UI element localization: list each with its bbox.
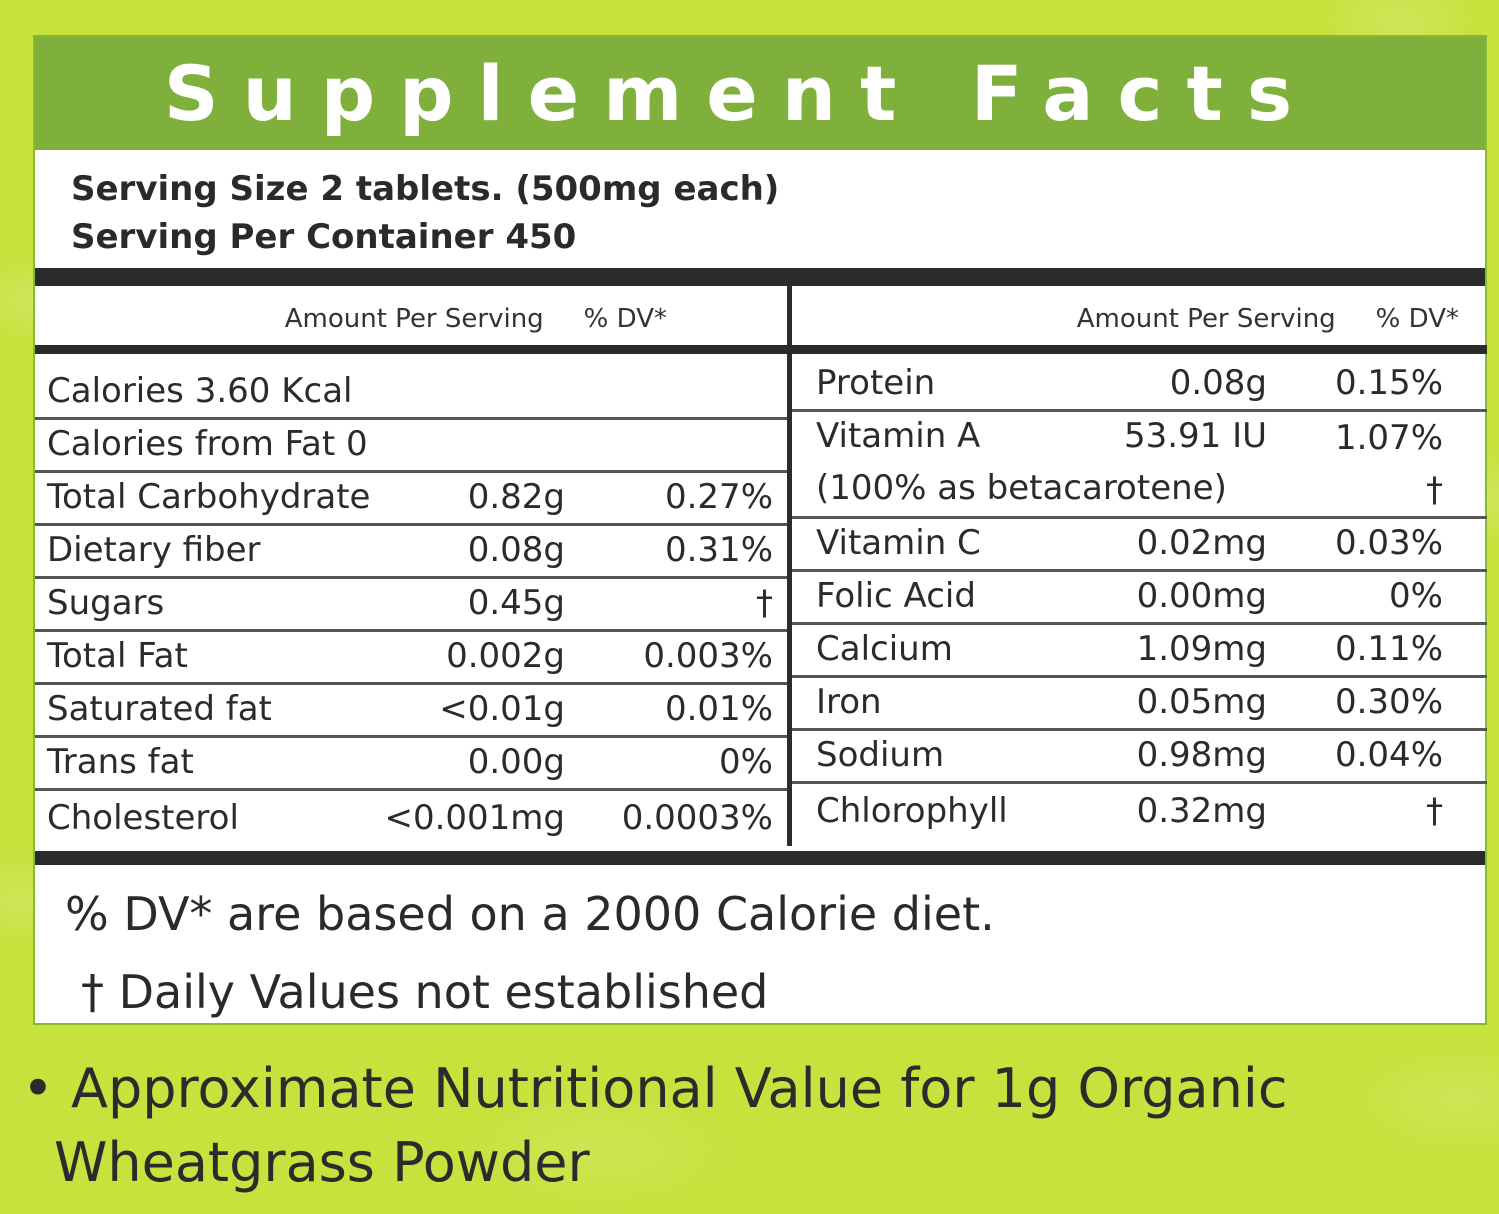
serving-info: Serving Size 2 tablets. (500mg each) Ser… xyxy=(71,165,779,261)
nutrient-dv: 0.01% xyxy=(664,689,773,729)
nutrient-amount: 0.32mg xyxy=(1136,791,1267,831)
nutrient-dv: 0.03% xyxy=(1334,523,1443,563)
nutrient-dv: 0.003% xyxy=(643,636,773,676)
dv-label: % DV* xyxy=(583,304,667,334)
nutrient-name: Calcium xyxy=(816,629,953,669)
nutrient-name: Trans fat xyxy=(47,742,194,782)
amount-per-serving-label: Amount Per Serving xyxy=(1076,304,1336,334)
nutrient-name: Total Carbohydrate xyxy=(47,477,371,517)
facts-header: Supplement Facts xyxy=(35,37,1485,150)
nutrient-amount: <0.01g xyxy=(439,689,565,729)
footnotes: % DV* are based on a 2000 Calorie diet. … xyxy=(65,875,995,1031)
nutrient-dv: 0% xyxy=(719,742,773,782)
nutrient-name: Sugars xyxy=(47,583,165,623)
nutrient-amount: 1.09mg xyxy=(1136,629,1267,669)
nutrient-name: Folic Acid xyxy=(816,576,976,616)
nutrient-name: Iron xyxy=(816,682,882,722)
note-line-1: • Approximate Nutritional Value for 1g O… xyxy=(22,1057,1288,1120)
table-row: Vitamin A 53.91 IU 1.07% (100% as betaca… xyxy=(792,412,1487,519)
divider-header-left xyxy=(35,345,787,354)
servings-per-container: Serving Per Container 450 xyxy=(71,217,577,257)
nutrient-dv: † xyxy=(756,583,773,623)
nutrient-amount: 0.002g xyxy=(446,636,565,676)
table-row: Trans fat 0.00g 0% xyxy=(35,738,787,791)
table-row: Vitamin C 0.02mg 0.03% xyxy=(792,519,1487,572)
nutrient-dv: 0.04% xyxy=(1334,735,1443,775)
serving-size: Serving Size 2 tablets. (500mg each) xyxy=(71,169,780,209)
nutrient-amount: 0.82g xyxy=(467,477,565,517)
amount-per-serving-label: Amount Per Serving xyxy=(284,304,544,334)
nutrient-name: Calories 3.60 Kcal xyxy=(47,371,353,411)
nutrient-dv: 0.15% xyxy=(1334,363,1443,403)
nutrient-amount: 0.00mg xyxy=(1136,576,1267,616)
column-header-left: Amount Per Serving % DV* xyxy=(35,289,787,349)
table-row: Folic Acid 0.00mg 0% xyxy=(792,572,1487,625)
nutrient-amount: 0.00g xyxy=(467,742,565,782)
table-row: Calories from Fat 0 xyxy=(35,420,787,473)
nutrient-table-left: Calories 3.60 Kcal Calories from Fat 0 T… xyxy=(35,367,787,844)
nutrient-dv: 1.07% xyxy=(1334,418,1443,458)
nutrient-dv: 0.11% xyxy=(1334,629,1443,669)
approximate-value-note: • Approximate Nutritional Value for 1g O… xyxy=(22,1052,1288,1200)
table-row: Total Carbohydrate 0.82g 0.27% xyxy=(35,473,787,526)
divider-header-right xyxy=(792,345,1487,354)
nutrient-name: Cholesterol xyxy=(47,798,239,838)
nutrient-amount: 0.08g xyxy=(467,530,565,570)
nutrient-name: Saturated fat xyxy=(47,689,272,729)
dv-label: % DV* xyxy=(1375,304,1459,334)
table-row: Dietary fiber 0.08g 0.31% xyxy=(35,526,787,579)
nutrient-dv: 0.30% xyxy=(1334,682,1443,722)
nutrient-amount: 0.08g xyxy=(1169,363,1267,403)
nutrient-amount: 53.91 IU xyxy=(1123,416,1267,456)
nutrient-name: Total Fat xyxy=(47,636,188,676)
nutrient-name: Sodium xyxy=(816,735,945,775)
table-row: Total Fat 0.002g 0.003% xyxy=(35,632,787,685)
dagger-note: † Daily Values not established xyxy=(81,965,769,1019)
note-line-2: Wheatgrass Powder xyxy=(54,1131,590,1194)
table-row: Saturated fat <0.01g 0.01% xyxy=(35,685,787,738)
dv-basis-note: % DV* are based on a 2000 Calorie diet. xyxy=(65,887,995,941)
nutrient-name: Calories from Fat 0 xyxy=(47,424,368,464)
nutrient-name: Vitamin A xyxy=(816,416,981,456)
nutrient-name: Protein xyxy=(816,363,936,403)
nutrient-sub-dv: † xyxy=(1426,470,1443,510)
table-row: Sugars 0.45g † xyxy=(35,579,787,632)
nutrient-amount: 0.02mg xyxy=(1136,523,1267,563)
nutrient-dv: 0% xyxy=(1389,576,1443,616)
nutrient-table-right: Protein 0.08g 0.15% Vitamin A 53.91 IU 1… xyxy=(792,359,1487,837)
divider-thick-bottom xyxy=(35,851,1485,865)
column-header-right: Amount Per Serving % DV* xyxy=(792,289,1487,349)
nutrient-amount: <0.001mg xyxy=(384,798,565,838)
column-divider xyxy=(787,286,792,846)
nutrient-dv: 0.31% xyxy=(664,530,773,570)
nutrient-subnote: (100% as betacarotene) xyxy=(816,468,1227,508)
table-row: Calories 3.60 Kcal xyxy=(35,367,787,420)
table-row: Chlorophyll 0.32mg † xyxy=(792,784,1487,837)
table-row: Sodium 0.98mg 0.04% xyxy=(792,731,1487,784)
table-row: Calcium 1.09mg 0.11% xyxy=(792,625,1487,678)
table-row: Iron 0.05mg 0.30% xyxy=(792,678,1487,731)
nutrient-name: Chlorophyll xyxy=(816,791,1008,831)
table-row: Cholesterol <0.001mg 0.0003% xyxy=(35,791,787,844)
supplement-facts-panel: Supplement Facts Serving Size 2 tablets.… xyxy=(33,35,1487,1025)
nutrient-amount: 0.45g xyxy=(467,583,565,623)
nutrient-dv: † xyxy=(1426,791,1443,831)
nutrient-amount: 0.98mg xyxy=(1136,735,1267,775)
nutrient-name: Dietary fiber xyxy=(47,530,261,570)
divider-thick-top xyxy=(35,268,1485,286)
nutrient-amount: 0.05mg xyxy=(1136,682,1267,722)
table-row: Protein 0.08g 0.15% xyxy=(792,359,1487,412)
nutrient-dv: 0.0003% xyxy=(621,798,773,838)
nutrient-name: Vitamin C xyxy=(816,523,981,563)
facts-title: Supplement Facts xyxy=(163,49,1317,138)
nutrient-dv: 0.27% xyxy=(664,477,773,517)
